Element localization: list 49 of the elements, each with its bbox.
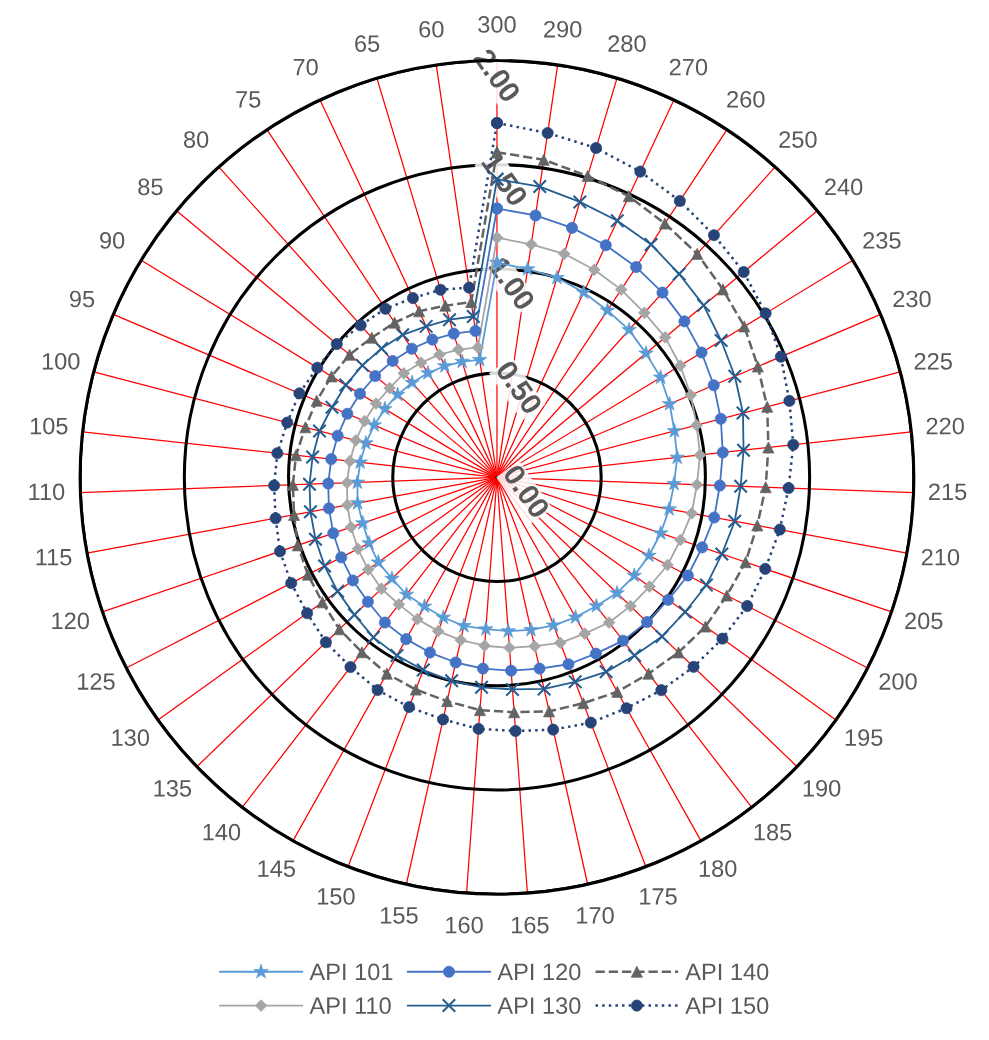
spoke-label: 175 [640, 888, 677, 905]
spoke-label: 85 [138, 178, 163, 196]
spoke-label: 225 [914, 352, 952, 370]
spoke-label: 300 [478, 16, 516, 33]
spoke-label: 205 [905, 612, 943, 630]
spoke-label: 250 [779, 131, 817, 148]
spoke-label: 185 [754, 823, 792, 841]
spoke-label: 160 [446, 916, 483, 934]
spoke-label: 165 [511, 916, 549, 934]
spoke-label: 105 [30, 417, 68, 435]
spoke-label: 130 [112, 729, 150, 747]
spoke-label: 220 [926, 417, 964, 435]
spoke-label: 155 [381, 907, 418, 924]
spoke-label: 75 [236, 91, 261, 108]
spoke-label: 115 [36, 549, 72, 566]
legend-label: API 140 [685, 963, 769, 981]
spoke-label: 60 [419, 20, 444, 38]
spoke-label: 240 [825, 178, 863, 196]
spoke-label: 180 [699, 860, 737, 877]
legend-label: API 120 [497, 963, 581, 981]
spoke-label: 110 [29, 483, 65, 501]
spoke-label: 120 [52, 612, 90, 630]
spoke-label: 70 [293, 58, 318, 76]
spoke-label: 65 [355, 35, 380, 52]
spoke-label: 215 [929, 483, 967, 501]
spoke-label: 195 [845, 729, 883, 747]
spoke-label: 135 [154, 779, 192, 797]
spoke-label: 280 [608, 35, 646, 52]
spoke-label: 150 [318, 888, 355, 905]
spoke-label: 145 [258, 860, 296, 877]
legend-label: API 110 [309, 997, 391, 1015]
spoke-label: 100 [42, 352, 80, 370]
spoke-label: 80 [183, 131, 209, 148]
spoke-label: 95 [69, 290, 95, 308]
spoke-label: 260 [727, 90, 765, 108]
spoke-label: 190 [803, 779, 841, 797]
spoke-label: 125 [78, 673, 115, 690]
spoke-label: 200 [879, 673, 917, 690]
spoke-label: 90 [100, 232, 125, 249]
spoke-label: 140 [203, 823, 241, 841]
spoke-label: 230 [893, 290, 931, 308]
legend-label: API 130 [497, 997, 581, 1015]
spoke-label: 210 [921, 548, 960, 566]
legend-label: API 101 [309, 963, 393, 981]
spoke-label: 290 [544, 20, 582, 38]
legend-label: API 150 [685, 997, 769, 1015]
spoke-label: 170 [577, 907, 614, 924]
spoke-label: 235 [863, 232, 901, 249]
spoke-label: 270 [669, 58, 708, 76]
